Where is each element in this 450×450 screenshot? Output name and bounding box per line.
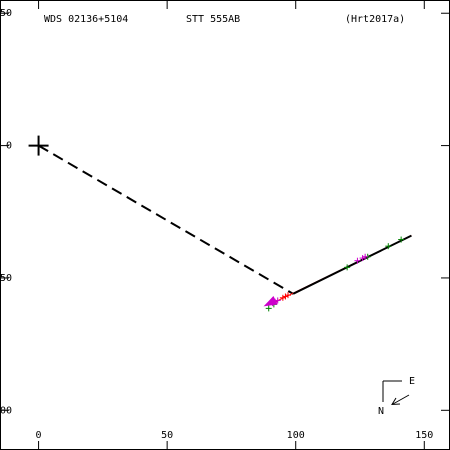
data-point — [274, 297, 281, 304]
x-tick-label: 50 — [161, 430, 173, 441]
data-point — [265, 305, 272, 312]
data-point — [285, 292, 291, 299]
data-point — [344, 264, 351, 271]
x-tick-label: 150 — [415, 430, 433, 441]
y-tick-label: -50 — [0, 273, 12, 284]
data-point — [398, 236, 405, 243]
data-point — [385, 243, 392, 250]
data-point — [362, 253, 369, 260]
compass: E N — [378, 376, 415, 417]
header-reference: (Hrt2017a) — [345, 14, 405, 25]
primary-star-marker — [28, 135, 49, 156]
data-point — [282, 293, 289, 300]
compass-arrow-head-icon — [391, 397, 401, 406]
data-point — [279, 294, 286, 301]
orbit-line — [292, 234, 412, 295]
primary-to-orbit-dashed-line — [38, 144, 294, 295]
y-tick-label: 0 — [6, 141, 12, 152]
data-point — [359, 255, 366, 262]
y-tick-label: 50 — [0, 8, 12, 19]
compass-arrow-shaft — [392, 394, 410, 405]
x-tick-label: 0 — [36, 430, 42, 441]
header-system-name: STT 555AB — [186, 14, 240, 25]
header-wds-id: WDS 02136+5104 — [44, 14, 128, 25]
y-tick-label: -100 — [0, 405, 12, 416]
x-tick-label: 100 — [287, 430, 305, 441]
compass-north-label: N — [378, 406, 384, 417]
axis-tick-labels: 0 50 100 150 50 0 -50 -100 — [0, 8, 433, 441]
data-point — [354, 257, 361, 264]
compass-east-label: E — [409, 376, 415, 387]
motion-arrow-icon — [263, 296, 278, 307]
